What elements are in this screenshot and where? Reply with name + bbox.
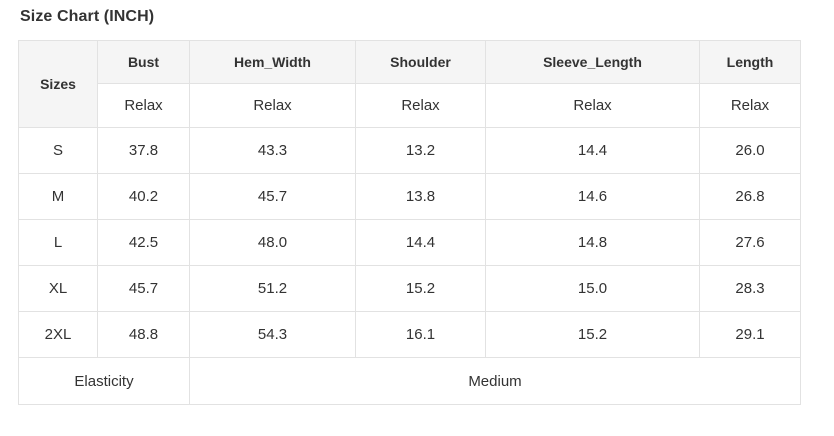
- cell-value: 26.8: [699, 173, 801, 220]
- cell-value: 43.3: [189, 127, 356, 174]
- cell-value: 28.3: [699, 265, 801, 312]
- cell-value: 13.8: [355, 173, 486, 220]
- cell-value: 45.7: [97, 265, 190, 312]
- size-label: S: [18, 127, 98, 174]
- header-shoulder: Shoulder: [355, 40, 486, 84]
- header-sleeve-length: Sleeve_Length: [485, 40, 700, 84]
- cell-value: 54.3: [189, 311, 356, 358]
- page-title: Size Chart (INCH): [20, 8, 155, 25]
- table-row-xl: XL 45.7 51.2 15.2 15.0 28.3: [18, 265, 801, 312]
- size-label: M: [18, 173, 98, 220]
- subheader-bust: Relax: [97, 83, 190, 128]
- size-label: L: [18, 219, 98, 266]
- cell-value: 14.4: [355, 219, 486, 266]
- elasticity-label: Elasticity: [18, 357, 190, 405]
- cell-value: 45.7: [189, 173, 356, 220]
- table-row-2xl: 2XL 48.8 54.3 16.1 15.2 29.1: [18, 311, 801, 358]
- cell-value: 40.2: [97, 173, 190, 220]
- header-bust: Bust: [97, 40, 190, 84]
- cell-value: 13.2: [355, 127, 486, 174]
- cell-value: 16.1: [355, 311, 486, 358]
- header-length: Length: [699, 40, 801, 84]
- cell-value: 29.1: [699, 311, 801, 358]
- elasticity-value: Medium: [189, 357, 801, 405]
- size-chart-page: Size Chart (INCH) Sizes Bust Hem_Width S…: [18, 8, 801, 405]
- cell-value: 27.6: [699, 219, 801, 266]
- subheader-sleeve-length: Relax: [485, 83, 700, 128]
- cell-value: 51.2: [189, 265, 356, 312]
- size-label: XL: [18, 265, 98, 312]
- subheader-length: Relax: [699, 83, 801, 128]
- header-row: Sizes Bust Hem_Width Shoulder Sleeve_Len…: [18, 40, 801, 128]
- cell-value: 15.2: [355, 265, 486, 312]
- subheader-shoulder: Relax: [355, 83, 486, 128]
- header-sizes: Sizes: [18, 40, 98, 128]
- table-row-l: L 42.5 48.0 14.4 14.8 27.6: [18, 219, 801, 266]
- header-hem-width: Hem_Width: [189, 40, 356, 84]
- cell-value: 48.8: [97, 311, 190, 358]
- table-row-m: M 40.2 45.7 13.8 14.6 26.8: [18, 173, 801, 220]
- table-row-s: S 37.8 43.3 13.2 14.4 26.0: [18, 127, 801, 174]
- cell-value: 48.0: [189, 219, 356, 266]
- cell-value: 15.0: [485, 265, 700, 312]
- subheader-hem-width: Relax: [189, 83, 356, 128]
- cell-value: 14.8: [485, 219, 700, 266]
- elasticity-row: Elasticity Medium: [18, 357, 801, 405]
- cell-value: 37.8: [97, 127, 190, 174]
- cell-value: 42.5: [97, 219, 190, 266]
- size-label: 2XL: [18, 311, 98, 358]
- cell-value: 15.2: [485, 311, 700, 358]
- cell-value: 14.6: [485, 173, 700, 220]
- cell-value: 14.4: [485, 127, 700, 174]
- cell-value: 26.0: [699, 127, 801, 174]
- subheader-row: Relax Relax Relax Relax Relax: [19, 83, 801, 128]
- size-chart-table: Sizes Bust Hem_Width Shoulder Sleeve_Len…: [18, 40, 801, 405]
